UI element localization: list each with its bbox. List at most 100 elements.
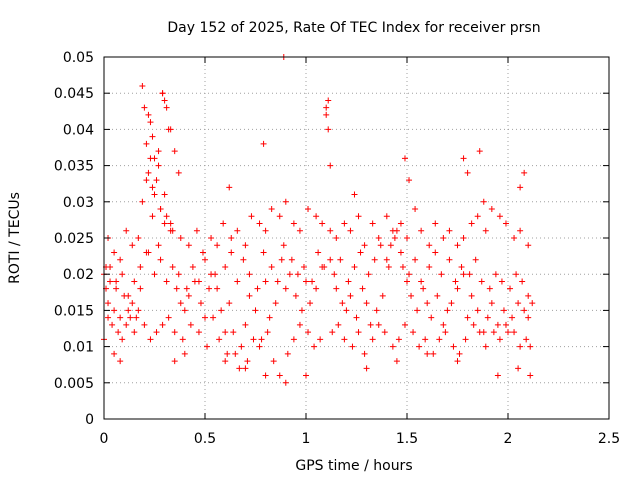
data-point xyxy=(195,329,202,336)
data-point xyxy=(515,300,522,307)
data-point xyxy=(365,271,372,278)
data-point xyxy=(234,278,241,285)
data-point xyxy=(488,206,495,213)
data-point xyxy=(484,314,491,321)
data-point xyxy=(373,307,380,314)
data-point xyxy=(169,263,176,270)
data-point xyxy=(492,271,499,278)
data-point xyxy=(357,249,364,256)
data-point xyxy=(145,169,152,176)
data-point xyxy=(337,256,344,263)
data-point xyxy=(343,307,350,314)
data-point xyxy=(347,292,354,299)
data-point xyxy=(424,300,431,307)
data-point xyxy=(296,227,303,234)
data-point xyxy=(369,336,376,343)
data-point xyxy=(246,292,253,299)
data-point xyxy=(351,191,358,198)
data-point xyxy=(389,343,396,350)
data-point xyxy=(341,220,348,227)
x-tick-label: 1 xyxy=(302,431,311,447)
data-point xyxy=(500,307,507,314)
data-point xyxy=(105,314,112,321)
data-point xyxy=(507,285,514,292)
data-point xyxy=(123,321,130,328)
data-point xyxy=(353,314,360,321)
data-point xyxy=(416,343,423,350)
data-point xyxy=(476,329,483,336)
data-point xyxy=(389,227,396,234)
data-point xyxy=(460,235,467,241)
data-point xyxy=(131,278,138,285)
data-point xyxy=(256,343,263,350)
y-tick-label: 0 xyxy=(85,412,94,428)
data-point xyxy=(375,321,382,328)
data-point xyxy=(165,314,172,321)
data-point xyxy=(206,285,213,292)
data-point xyxy=(123,227,130,234)
data-point xyxy=(339,300,346,307)
data-point xyxy=(141,104,148,111)
data-point xyxy=(290,220,297,227)
data-point xyxy=(171,148,178,155)
data-point xyxy=(262,372,269,379)
data-point xyxy=(220,220,227,227)
data-point xyxy=(222,329,229,336)
data-point xyxy=(117,256,124,263)
data-point xyxy=(327,256,334,263)
data-point xyxy=(325,126,332,133)
data-point xyxy=(450,343,457,350)
data-point xyxy=(397,249,404,256)
data-point xyxy=(307,300,314,307)
data-point xyxy=(248,213,255,220)
data-point xyxy=(258,336,265,343)
data-point xyxy=(260,249,267,256)
data-point xyxy=(498,278,505,285)
data-point xyxy=(325,97,332,104)
data-point xyxy=(210,314,217,321)
data-point xyxy=(167,126,174,133)
data-point xyxy=(161,97,168,104)
data-point xyxy=(410,329,417,336)
data-point xyxy=(177,300,184,307)
data-point xyxy=(214,285,221,292)
data-point xyxy=(440,235,447,241)
data-point xyxy=(171,358,178,365)
data-point xyxy=(268,206,275,213)
data-point xyxy=(476,148,483,155)
data-point xyxy=(395,336,402,343)
data-point xyxy=(454,242,461,249)
data-point xyxy=(519,278,526,285)
data-point xyxy=(222,263,229,270)
data-point xyxy=(167,220,174,227)
data-point xyxy=(474,307,481,314)
data-point xyxy=(521,307,528,314)
data-point xyxy=(137,285,144,292)
data-point xyxy=(527,343,534,350)
data-point xyxy=(420,285,427,292)
data-point xyxy=(274,278,281,285)
y-axis-label: ROTI / TECUs xyxy=(7,192,23,284)
data-point xyxy=(218,307,225,314)
data-point xyxy=(446,227,453,234)
data-point xyxy=(113,278,120,285)
data-point xyxy=(349,343,356,350)
data-point xyxy=(256,220,263,227)
data-point xyxy=(262,278,269,285)
data-point xyxy=(145,111,152,118)
data-point xyxy=(363,300,370,307)
data-point xyxy=(438,271,445,278)
data-point xyxy=(133,314,140,321)
data-point xyxy=(111,249,118,256)
data-point xyxy=(379,292,386,299)
data-point xyxy=(153,329,160,336)
data-point xyxy=(418,227,425,234)
data-point xyxy=(404,278,410,285)
data-point xyxy=(517,227,524,234)
data-point xyxy=(195,278,202,285)
data-point xyxy=(276,372,283,379)
data-point xyxy=(157,256,164,263)
data-point xyxy=(246,271,253,278)
data-point xyxy=(135,235,142,241)
data-point xyxy=(131,329,138,336)
